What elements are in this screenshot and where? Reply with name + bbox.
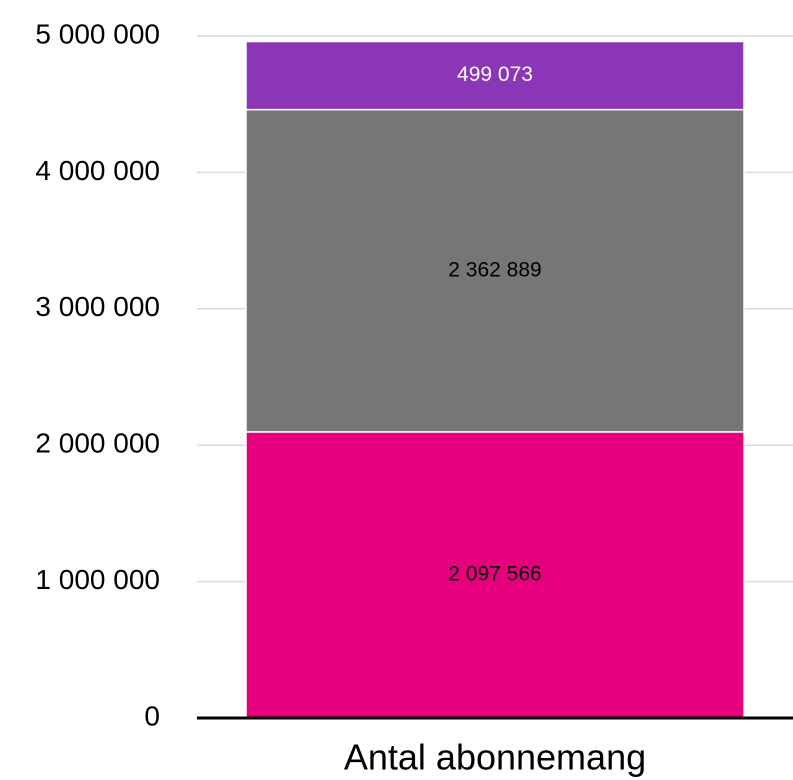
x-tick-label: Antal abonnemang — [344, 737, 646, 778]
value-label: 499 073 — [457, 63, 533, 86]
y-tick-label: 2 000 000 — [35, 428, 160, 459]
bar-segment — [245, 431, 745, 719]
y-tick-label: 0 — [144, 700, 160, 731]
y-tick-label: 3 000 000 — [35, 291, 160, 322]
value-label: 2 362 889 — [448, 258, 541, 281]
bar-segment — [245, 40, 745, 111]
y-tick-label: 1 000 000 — [35, 564, 160, 595]
y-tick-label: 4 000 000 — [35, 155, 160, 186]
value-label: 2 097 566 — [448, 562, 541, 585]
y-tick-label: 5 000 000 — [35, 18, 160, 49]
bar-segment — [245, 108, 745, 433]
